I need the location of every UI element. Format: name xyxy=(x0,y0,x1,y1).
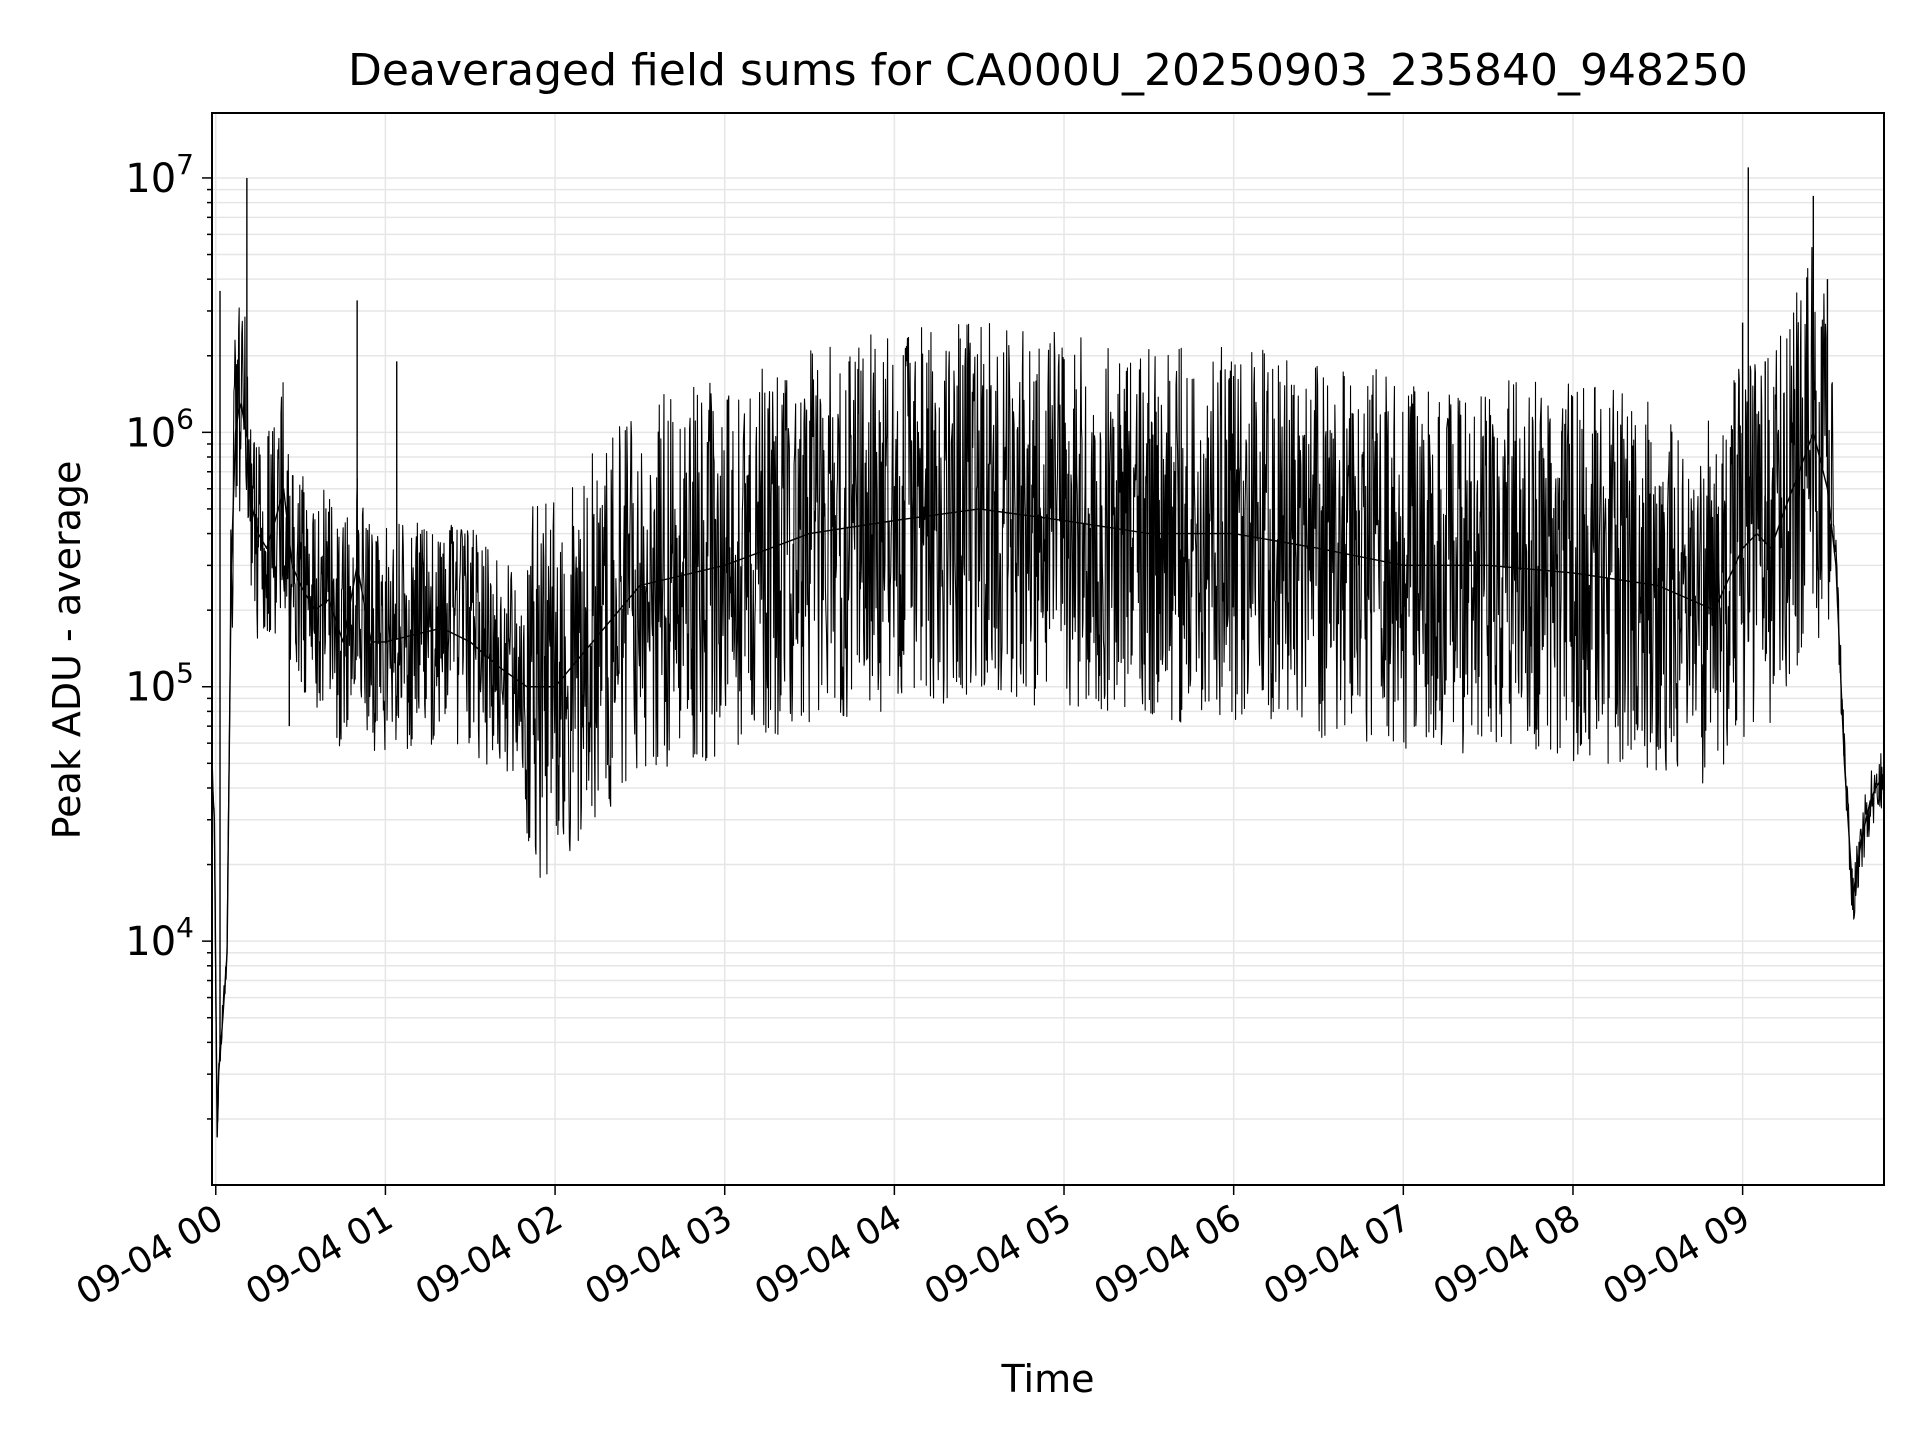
y-tick-base: 10 xyxy=(125,410,176,456)
y-tick-label: 104 xyxy=(125,911,194,965)
y-tick-exponent: 7 xyxy=(176,148,194,181)
series-line xyxy=(211,402,1885,1138)
chart-title: Deaveraged field sums for CA000U_2025090… xyxy=(348,45,1748,96)
y-tick-base: 10 xyxy=(125,156,176,202)
data-series-envelope xyxy=(211,247,1885,1122)
y-tick-label: 105 xyxy=(125,657,194,711)
x-axis-label: Time xyxy=(1001,1357,1095,1401)
y-tick-label: 106 xyxy=(125,402,194,456)
y-tick-exponent: 4 xyxy=(176,911,194,944)
y-tick-exponent: 6 xyxy=(176,402,194,435)
series-line-texture xyxy=(211,247,1885,1122)
y-tick-exponent: 5 xyxy=(176,657,194,690)
y-tick-base: 10 xyxy=(125,919,176,965)
y-tick-base: 10 xyxy=(125,665,176,711)
plot-frame xyxy=(211,112,1885,1186)
data-series xyxy=(211,167,1885,1138)
y-tick-label: 107 xyxy=(125,148,194,202)
y-axis-label: Peak ADU - average xyxy=(45,461,89,840)
